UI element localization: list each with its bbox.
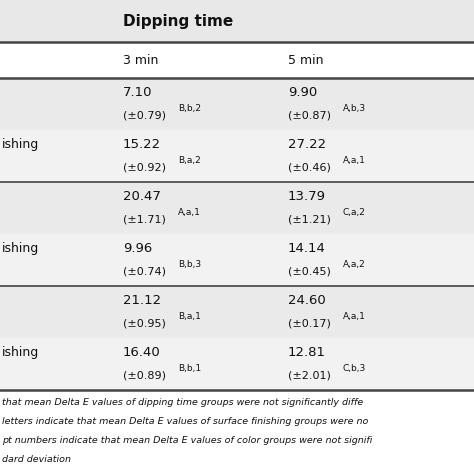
Text: dard deviation: dard deviation [2,455,71,464]
Text: ishing: ishing [2,242,39,255]
Bar [0,338,474,390]
Text: 15.22: 15.22 [123,138,161,151]
Text: (±1.21): (±1.21) [288,214,331,225]
Text: C,a,2: C,a,2 [343,208,366,217]
Text: 9.90: 9.90 [288,86,317,99]
Text: that mean Delta E values of dipping time groups were not significantly diffe: that mean Delta E values of dipping time… [2,398,363,407]
Text: B,a,2: B,a,2 [178,156,201,165]
Text: 9.96: 9.96 [123,242,152,255]
Text: (±0.89): (±0.89) [123,371,166,381]
Text: B,b,3: B,b,3 [178,260,201,269]
Text: ishing: ishing [2,346,39,359]
Text: 13.79: 13.79 [288,190,326,203]
Text: 27.22: 27.22 [288,138,326,151]
Text: B,a,1: B,a,1 [178,312,201,321]
Text: 16.40: 16.40 [123,346,161,359]
Text: 24.60: 24.60 [288,294,326,307]
Bar [0,78,474,130]
Text: (±0.79): (±0.79) [123,110,166,120]
Bar [0,182,474,234]
Text: A,a,1: A,a,1 [343,156,366,165]
Bar [0,286,474,338]
Bar [0,42,474,78]
Text: (±0.45): (±0.45) [288,266,331,276]
Bar [0,390,474,474]
Text: 12.81: 12.81 [288,346,326,359]
Bar [0,234,474,286]
Text: pt numbers indicate that mean Delta E values of color groups were not signifi: pt numbers indicate that mean Delta E va… [2,436,373,445]
Bar [0,130,474,182]
Text: 21.12: 21.12 [123,294,161,307]
Text: (±0.46): (±0.46) [288,163,331,173]
Text: (±0.87): (±0.87) [288,110,331,120]
Text: Dipping time: Dipping time [123,13,233,28]
Text: 20.47: 20.47 [123,190,161,203]
Text: B,b,2: B,b,2 [178,104,201,113]
Text: A,a,1: A,a,1 [343,312,366,321]
Text: (±0.17): (±0.17) [288,319,331,328]
Text: B,b,1: B,b,1 [178,364,201,373]
Text: 14.14: 14.14 [288,242,326,255]
Text: 5 min: 5 min [288,54,323,66]
Bar [0,0,474,42]
Text: ishing: ishing [2,138,39,151]
Text: 3 min: 3 min [123,54,158,66]
Text: 7.10: 7.10 [123,86,153,99]
Text: (±2.01): (±2.01) [288,371,331,381]
Text: A,a,1: A,a,1 [178,208,201,217]
Text: C,b,3: C,b,3 [343,364,366,373]
Text: (±1.71): (±1.71) [123,214,166,225]
Text: (±0.95): (±0.95) [123,319,166,328]
Text: A,b,3: A,b,3 [343,104,366,113]
Text: (±0.74): (±0.74) [123,266,166,276]
Text: (±0.92): (±0.92) [123,163,166,173]
Text: A,a,2: A,a,2 [343,260,366,269]
Text: letters indicate that mean Delta E values of surface finishing groups were no: letters indicate that mean Delta E value… [2,417,368,426]
